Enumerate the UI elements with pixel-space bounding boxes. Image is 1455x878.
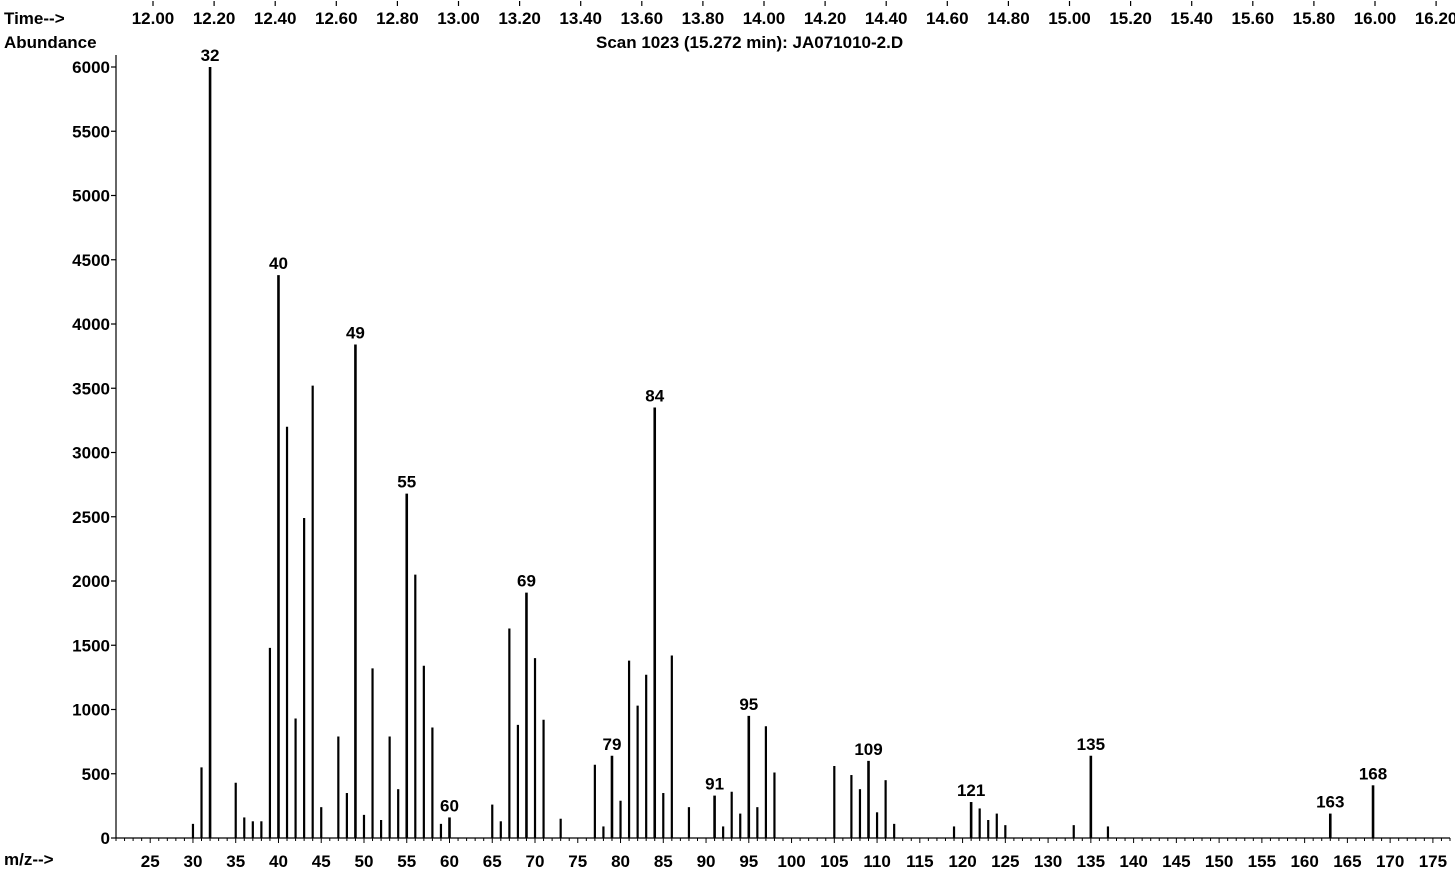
x-tick-label: 150 <box>1205 852 1233 871</box>
x-tick-label: 85 <box>654 852 673 871</box>
x-tick-label: 175 <box>1419 852 1447 871</box>
time-tick-label: 13.20 <box>498 9 541 28</box>
time-tick-label: 13.60 <box>621 9 664 28</box>
time-tick-label: 15.20 <box>1109 9 1152 28</box>
peak-label: 163 <box>1316 793 1344 812</box>
x-tick-label: 155 <box>1248 852 1276 871</box>
y-tick-label: 4000 <box>72 315 110 334</box>
x-tick-label: 120 <box>948 852 976 871</box>
x-tick-label: 145 <box>1162 852 1190 871</box>
x-tick-label: 75 <box>568 852 587 871</box>
x-tick-label: 130 <box>1034 852 1062 871</box>
x-tick-label: 125 <box>991 852 1019 871</box>
time-tick-label: 12.20 <box>193 9 236 28</box>
time-tick-label: 12.40 <box>254 9 297 28</box>
x-tick-label: 25 <box>141 852 160 871</box>
peak-label: 95 <box>739 695 758 714</box>
x-tick-label: 135 <box>1077 852 1105 871</box>
y-tick-label: 2500 <box>72 508 110 527</box>
x-tick-label: 30 <box>184 852 203 871</box>
x-tick-label: 70 <box>526 852 545 871</box>
x-tick-label: 95 <box>739 852 758 871</box>
x-tick-label: 80 <box>611 852 630 871</box>
time-tick-label: 15.80 <box>1293 9 1336 28</box>
peak-label: 91 <box>705 775 724 794</box>
x-tick-label: 35 <box>226 852 245 871</box>
time-tick-label: 12.80 <box>376 9 419 28</box>
mz-axis-label: m/z--> <box>4 850 54 869</box>
peak-label: 60 <box>440 796 459 815</box>
peak-label: 49 <box>346 324 365 343</box>
peak-label: 135 <box>1077 735 1105 754</box>
peak-label: 69 <box>517 572 536 591</box>
time-tick-label: 16.20 <box>1415 9 1455 28</box>
y-tick-label: 1500 <box>72 636 110 655</box>
x-tick-label: 160 <box>1290 852 1318 871</box>
time-tick-label: 12.60 <box>315 9 358 28</box>
time-tick-label: 15.00 <box>1048 9 1091 28</box>
x-tick-label: 45 <box>312 852 331 871</box>
time-tick-label: 14.60 <box>926 9 969 28</box>
x-tick-label: 115 <box>906 852 933 871</box>
x-tick-label: 65 <box>483 852 502 871</box>
time-axis: 12.00 12.20 12.40 12.60 12.80 13.00 13.20 13.40… <box>132 1 1455 28</box>
x-tick-label: 170 <box>1376 852 1404 871</box>
time-tick-label: 16.00 <box>1354 9 1397 28</box>
peak-label: 55 <box>397 473 416 492</box>
y-tick-label: 6000 <box>72 58 110 77</box>
y-axis: 0 500 1000 1500 2000 2500 3000 3500 4000 4500 5000… <box>72 55 117 848</box>
x-tick-label: 165 <box>1333 852 1361 871</box>
y-tick-label: 5000 <box>72 187 110 206</box>
peak-label: 84 <box>645 387 664 406</box>
time-tick-label: 15.40 <box>1170 9 1213 28</box>
y-tick-label: 5500 <box>72 122 110 141</box>
time-tick-label: 14.80 <box>987 9 1030 28</box>
x-tick-label: 50 <box>355 852 374 871</box>
time-tick-label: 14.20 <box>804 9 847 28</box>
y-tick-label: 3500 <box>72 379 110 398</box>
x-tick-label: 140 <box>1119 852 1147 871</box>
y-tick-label: 1000 <box>72 701 110 720</box>
x-tick-label: 40 <box>269 852 288 871</box>
time-tick-label: 13.00 <box>437 9 480 28</box>
peaks <box>191 67 1375 838</box>
time-tick-label: 13.80 <box>682 9 725 28</box>
time-tick-label: 13.40 <box>559 9 602 28</box>
scan-title: Scan 1023 (15.272 min): JA071010-2.D <box>596 33 904 52</box>
peak-label: 79 <box>603 735 622 754</box>
peak-label: 40 <box>269 254 288 273</box>
time-tick-label: 14.00 <box>743 9 786 28</box>
x-tick-label: 100 <box>777 852 805 871</box>
x-axis: 25 30 35 40 45 50 55 60 65 70 75 80 85 90 95 100 105 110 1… <box>115 837 1451 871</box>
peak-label: 109 <box>854 740 882 759</box>
time-tick-label: 14.40 <box>865 9 908 28</box>
abundance-axis-label: Abundance <box>4 33 97 52</box>
x-tick-label: 90 <box>697 852 716 871</box>
time-tick-label: 12.00 <box>132 9 175 28</box>
y-tick-label: 500 <box>82 765 110 784</box>
peak-label: 32 <box>201 46 220 65</box>
x-tick-label: 105 <box>820 852 848 871</box>
y-tick-label: 0 <box>101 829 110 848</box>
time-axis-label: Time--> <box>4 9 65 28</box>
peak-label: 168 <box>1359 764 1387 783</box>
x-tick-label: 60 <box>440 852 459 871</box>
y-tick-label: 3000 <box>72 444 110 463</box>
time-tick-label: 15.60 <box>1232 9 1275 28</box>
x-tick-label: 110 <box>863 852 890 871</box>
x-tick-label: 55 <box>397 852 416 871</box>
y-tick-label: 4500 <box>72 251 110 270</box>
y-tick-label: 2000 <box>72 572 110 591</box>
peak-labels: 32 40 49 55 60 69 79 84 91 95 109 121 135 163 168 <box>201 46 1388 815</box>
peak-label: 121 <box>957 781 985 800</box>
